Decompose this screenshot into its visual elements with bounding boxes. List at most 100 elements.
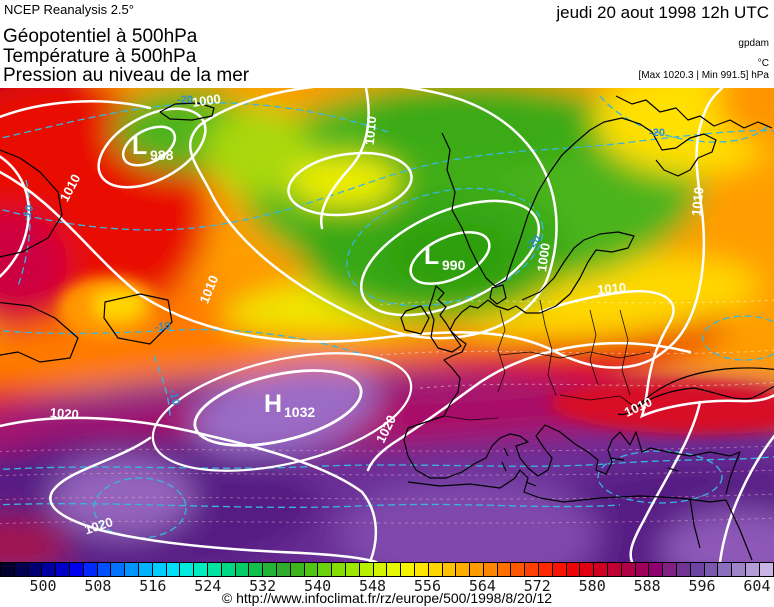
colorbar-segment	[621, 563, 636, 576]
colorbar-segment	[318, 563, 333, 576]
colorbar-segment	[677, 563, 691, 576]
colorbar-segment	[207, 563, 222, 576]
unit-gpdam: gpdam	[738, 38, 769, 49]
svg-text:990: 990	[442, 257, 466, 273]
colorbar-segment	[166, 563, 181, 576]
isobar-label: 1010	[597, 280, 627, 297]
colorbar-segment	[690, 563, 705, 576]
colorbar-segment	[539, 563, 553, 576]
map-titles: Géopotentiel à 500hPa Température à 500h…	[3, 27, 249, 86]
colorbar-segment	[414, 563, 429, 576]
colorbar	[0, 562, 774, 577]
colorbar-tick-label: 540	[304, 577, 332, 595]
svg-text:L: L	[424, 242, 439, 270]
colorbar-segment	[483, 563, 498, 576]
colorbar-segment	[456, 563, 471, 576]
colorbar-segment	[580, 563, 595, 576]
colorbar-segment	[594, 563, 609, 576]
colorbar-segment	[704, 563, 719, 576]
isobar-label: 1010	[689, 186, 707, 216]
colorbar-segment	[718, 563, 733, 576]
isobar-label: 1000	[191, 91, 222, 110]
colorbar-segment	[1, 563, 15, 576]
low-pressure-center-988: L 988	[132, 132, 174, 163]
colorbar-segment	[732, 563, 747, 576]
coastlines	[0, 95, 774, 561]
colorbar-segment	[387, 563, 402, 576]
svg-text:988: 988	[150, 147, 174, 163]
colorbar-segment	[332, 563, 346, 576]
colorbar-segment	[649, 563, 664, 576]
geopotential-color-field-detail	[58, 276, 774, 435]
colorbar-tick-label: 604	[743, 577, 771, 595]
low-pressure-center-990: L 990	[424, 242, 466, 273]
colorbar-segment	[608, 563, 622, 576]
colorbar-segment	[111, 563, 126, 576]
colorbar-segment	[97, 563, 112, 576]
colorbar-segment	[28, 563, 43, 576]
title-geopotential: Géopotentiel à 500hPa	[3, 26, 198, 47]
colorbar-segment	[263, 563, 277, 576]
pressure-center-labels: H 1032 L 990 L 988	[132, 132, 466, 420]
colorbar-tick-label: 556	[413, 577, 441, 595]
pressure-extremes-label: [Max 1020.3 | Min 991.5] hPa	[638, 70, 769, 81]
colorbar-segment	[290, 563, 305, 576]
temp-label: -10	[20, 204, 36, 223]
weather-map-canvas: 1000 1000 1010 1010 1010 1010 1010 1010 …	[0, 88, 774, 562]
colorbar-segment	[221, 563, 236, 576]
colorbar-segment	[83, 563, 98, 576]
colorbar-segment	[566, 563, 581, 576]
country-borders	[443, 299, 651, 421]
colorbar-segment	[359, 563, 374, 576]
credit-link[interactable]: © http://www.infoclimat.fr/rz/europe/500…	[221, 590, 553, 606]
svg-text:1032: 1032	[284, 404, 315, 420]
colorbar-segment	[249, 563, 264, 576]
colorbar-segment	[138, 563, 153, 576]
colorbar-segment	[497, 563, 512, 576]
colorbar-tick-label: 588	[633, 577, 661, 595]
colorbar-tick-label: 572	[523, 577, 551, 595]
colorbar-segment	[470, 563, 484, 576]
colorbar-segment	[235, 563, 250, 576]
colorbar-segment	[511, 563, 526, 576]
colorbar-segment	[125, 563, 139, 576]
colorbar-tick-label: 580	[578, 577, 606, 595]
colorbar-segment	[180, 563, 195, 576]
colorbar-segment	[42, 563, 57, 576]
colorbar-segment	[552, 563, 567, 576]
colorbar-tick-label: 548	[358, 577, 387, 595]
title-pressure: Pression au niveau de la mer	[3, 65, 250, 86]
colorbar-tick-label: 564	[468, 577, 496, 595]
colorbar-tick-label: 508	[84, 577, 112, 595]
colorbar-segment	[56, 563, 70, 576]
temp-label: -10	[166, 388, 181, 406]
temperature-contours	[0, 95, 774, 539]
colorbar-segment	[746, 563, 760, 576]
colorbar-segment	[525, 563, 540, 576]
footer: © http://www.infoclimat.fr/rz/europe/500…	[0, 590, 774, 606]
colorbar-segment	[442, 563, 457, 576]
temp-label: -20	[649, 127, 665, 139]
isobar-label: 1000	[534, 242, 553, 273]
temp-label: -20	[177, 94, 193, 106]
colorbar-segment	[373, 563, 388, 576]
colorbar-segment	[663, 563, 678, 576]
temp-label: -10	[154, 320, 171, 334]
colorbar-segment	[401, 563, 415, 576]
run-date-label: jeudi 20 aout 1998 12h UTC	[556, 3, 769, 22]
svg-text:L: L	[132, 132, 147, 160]
colorbar-tick-label: 524	[194, 577, 222, 595]
isobar-label: 1020	[49, 405, 79, 422]
colorbar-tick-label: 596	[688, 577, 716, 595]
colorbar-segment	[428, 563, 443, 576]
isobar-contours	[0, 88, 774, 562]
colorbar-tick-labels: 500 508 516 524 532 540 548 556 564 572 580 588 596 6…	[0, 577, 774, 595]
colorbar-segment	[152, 563, 167, 576]
colorbar-segment	[345, 563, 360, 576]
isobar-label: 1010	[362, 116, 379, 146]
title-temperature: Température à 500hPa	[3, 45, 197, 67]
colorbar-segment	[304, 563, 319, 576]
model-source-label: NCEP Reanalysis 2.5°	[4, 2, 134, 17]
colorbar-segment	[69, 563, 84, 576]
